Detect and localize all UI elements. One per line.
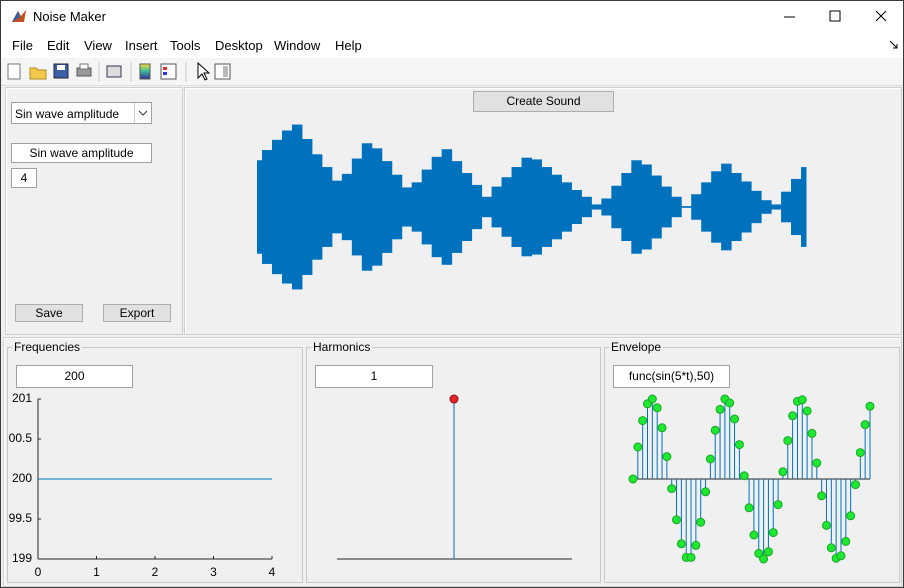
dock-arrow[interactable] (889, 40, 899, 50)
menu-item[interactable]: Window (274, 38, 321, 53)
create-sound-button[interactable]: Create Sound (473, 91, 614, 112)
menu-item[interactable]: Insert (125, 38, 158, 53)
menu-item[interactable]: Tools (170, 38, 201, 53)
group-title: Harmonics (311, 340, 373, 354)
menu-bar: File Edit View Insert Tools Desktop Window Help (1, 32, 903, 58)
window-title: Noise Maker (33, 9, 106, 24)
harmonic-field[interactable]: 1 (315, 365, 433, 388)
toolbar (1, 58, 903, 86)
value-field[interactable]: 4 (11, 168, 37, 188)
dropdown-text: Sin wave amplitude (15, 107, 120, 121)
menu-item[interactable]: Desktop (215, 38, 263, 53)
envelope-group: Envelope func(sin(5*t),50) (604, 341, 900, 583)
menu-item[interactable]: Edit (47, 38, 70, 53)
export-button[interactable]: Export (103, 304, 171, 322)
menu-item[interactable]: View (84, 38, 112, 53)
group-title: Frequencies (12, 340, 83, 354)
title-bar: Noise Maker (1, 1, 903, 32)
bottom-panel: Frequencies 200 Harmonics 1 Envelope fun… (3, 337, 902, 587)
frequencies-group: Frequencies 200 (7, 341, 303, 583)
name-field[interactable]: Sin wave amplitude (11, 143, 152, 163)
menu-item[interactable]: Help (335, 38, 362, 53)
group-title: Envelope (609, 340, 664, 354)
control-panel: Sin wave amplitude Sin wave amplitude 4 … (5, 87, 183, 335)
app-icon (11, 8, 27, 24)
save-button[interactable]: Save (15, 304, 83, 322)
dropdown[interactable]: Sin wave amplitude (11, 102, 152, 124)
envelope-field[interactable]: func(sin(5*t),50) (613, 365, 730, 388)
harmonics-group: Harmonics 1 (306, 341, 601, 583)
dropdown-arrow (134, 103, 148, 123)
sound-panel: Create Sound (184, 87, 902, 335)
window-controls[interactable] (771, 1, 903, 32)
menu-item[interactable]: File (12, 38, 33, 53)
frequency-field[interactable]: 200 (16, 365, 133, 388)
toolbar-icons[interactable] (1, 58, 241, 86)
